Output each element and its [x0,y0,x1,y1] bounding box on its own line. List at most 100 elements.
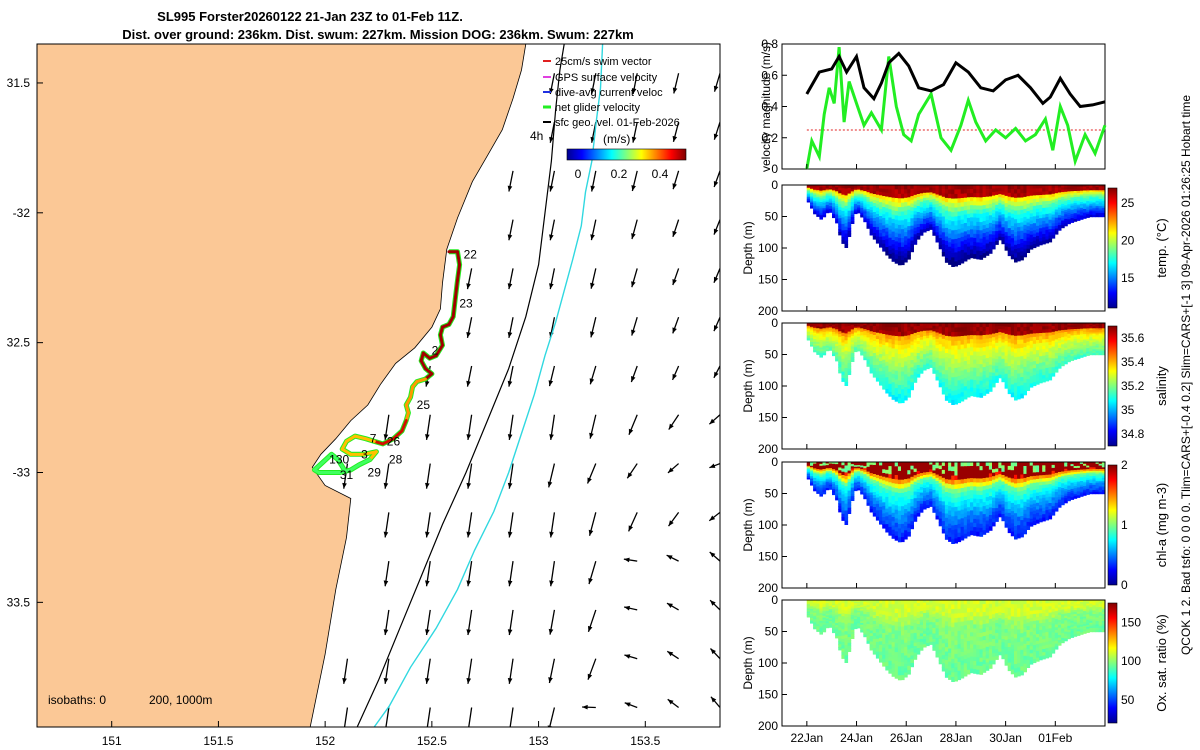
temp-cell [869,196,874,200]
salinity-cell [954,372,958,378]
chla-cell [935,515,940,520]
chla-cell [806,464,811,467]
chla-cell [828,474,833,477]
temp-cell [857,209,861,212]
chla-cell [850,481,855,484]
salinity-cell [1076,334,1081,338]
temp-cell [1010,185,1015,190]
salinity-cell [1070,331,1075,334]
salinity-cell [816,340,820,343]
salinity-cell [891,386,896,392]
salinity-cell [982,339,987,344]
chla-cell [847,462,852,466]
chla-cell [992,493,996,498]
chla-cell [847,499,852,503]
salinity-cell [882,326,886,331]
temp-cell [1086,206,1090,209]
chla-cell [954,524,958,530]
chla-cell [910,491,914,496]
chla-cell [907,478,911,484]
temp-cell [813,196,817,199]
temp-cell [995,227,999,232]
salinity-cell [1095,351,1100,354]
salinity-cell [926,353,930,357]
salinity-cell [1101,323,1106,326]
chla-cell [919,467,924,471]
salinity-cell [926,325,930,329]
temp-cell [888,249,892,255]
temp-cell [891,197,896,203]
chla-cell [919,492,924,496]
temp-cell [929,189,933,193]
temp-cell [844,202,849,207]
salinity-cell [938,326,943,331]
temp-cell [825,206,830,209]
salinity-cell [875,371,880,376]
temp-cell [844,209,849,214]
temp-cell [832,204,836,208]
temp-cell [948,224,952,230]
temp-cell [838,187,842,192]
temp-cell [976,246,980,252]
salinity-cell [1004,362,1009,367]
salinity-cell [882,385,886,390]
chla-cell [1017,466,1021,471]
temp-cell [838,207,842,211]
salinity-cell [985,326,990,332]
salinity-cell [913,336,918,341]
temp-cell [951,212,955,218]
temp-cell [1017,214,1021,220]
salinity-cell [907,372,911,378]
salinity-cell [932,364,936,369]
temp-cell [853,185,858,188]
chla-cell [941,517,946,522]
salinity-cell [1083,324,1087,328]
chla-cell [948,523,952,529]
temp-cell [819,190,823,194]
track-segment [312,460,325,472]
chla-cell [926,462,930,466]
chla-cell [1007,509,1012,514]
salinity-cell [1079,336,1084,339]
salinity-cell [828,326,833,329]
chla-cell [916,507,921,511]
chla-cell [1001,488,1005,492]
chla-cell [838,470,842,474]
salinity-cell [875,335,880,340]
chla-cell [844,500,849,505]
salinity-cell [1051,358,1056,362]
chla-cell [882,484,886,489]
temp-cell [1007,220,1012,225]
chla-cell [1020,524,1024,530]
chla-cell [919,484,924,488]
salinity-cell [904,374,908,380]
chla-cell [875,468,880,473]
salinity-cell [1004,348,1009,353]
temp-cell [1051,211,1056,215]
temp-cell [866,199,871,203]
chla-cell [932,478,936,483]
chla-cell [910,521,914,526]
salinity-cell [954,399,958,405]
chla-cell [916,486,921,490]
chla-cell [875,478,880,482]
chla-cell [910,476,914,482]
salinity-cell [1051,334,1056,339]
chla-cell [825,486,830,489]
chla-cell [995,511,999,516]
temp-cell [844,195,849,200]
salinity-cell [869,331,874,335]
salinity-cell [1048,364,1053,368]
salinity-cell [1061,344,1065,348]
temp-cell [850,195,855,199]
temp-cell [813,188,817,191]
salinity-cell [985,334,990,340]
chla-cell [926,467,930,471]
chla-cell [847,479,852,483]
temp-cell [879,216,883,220]
salinity-cell [926,333,930,337]
temp-cell [1004,192,1009,197]
chla-cell [998,507,1002,512]
temp-cell [1039,185,1043,189]
chla-cell [897,524,902,529]
